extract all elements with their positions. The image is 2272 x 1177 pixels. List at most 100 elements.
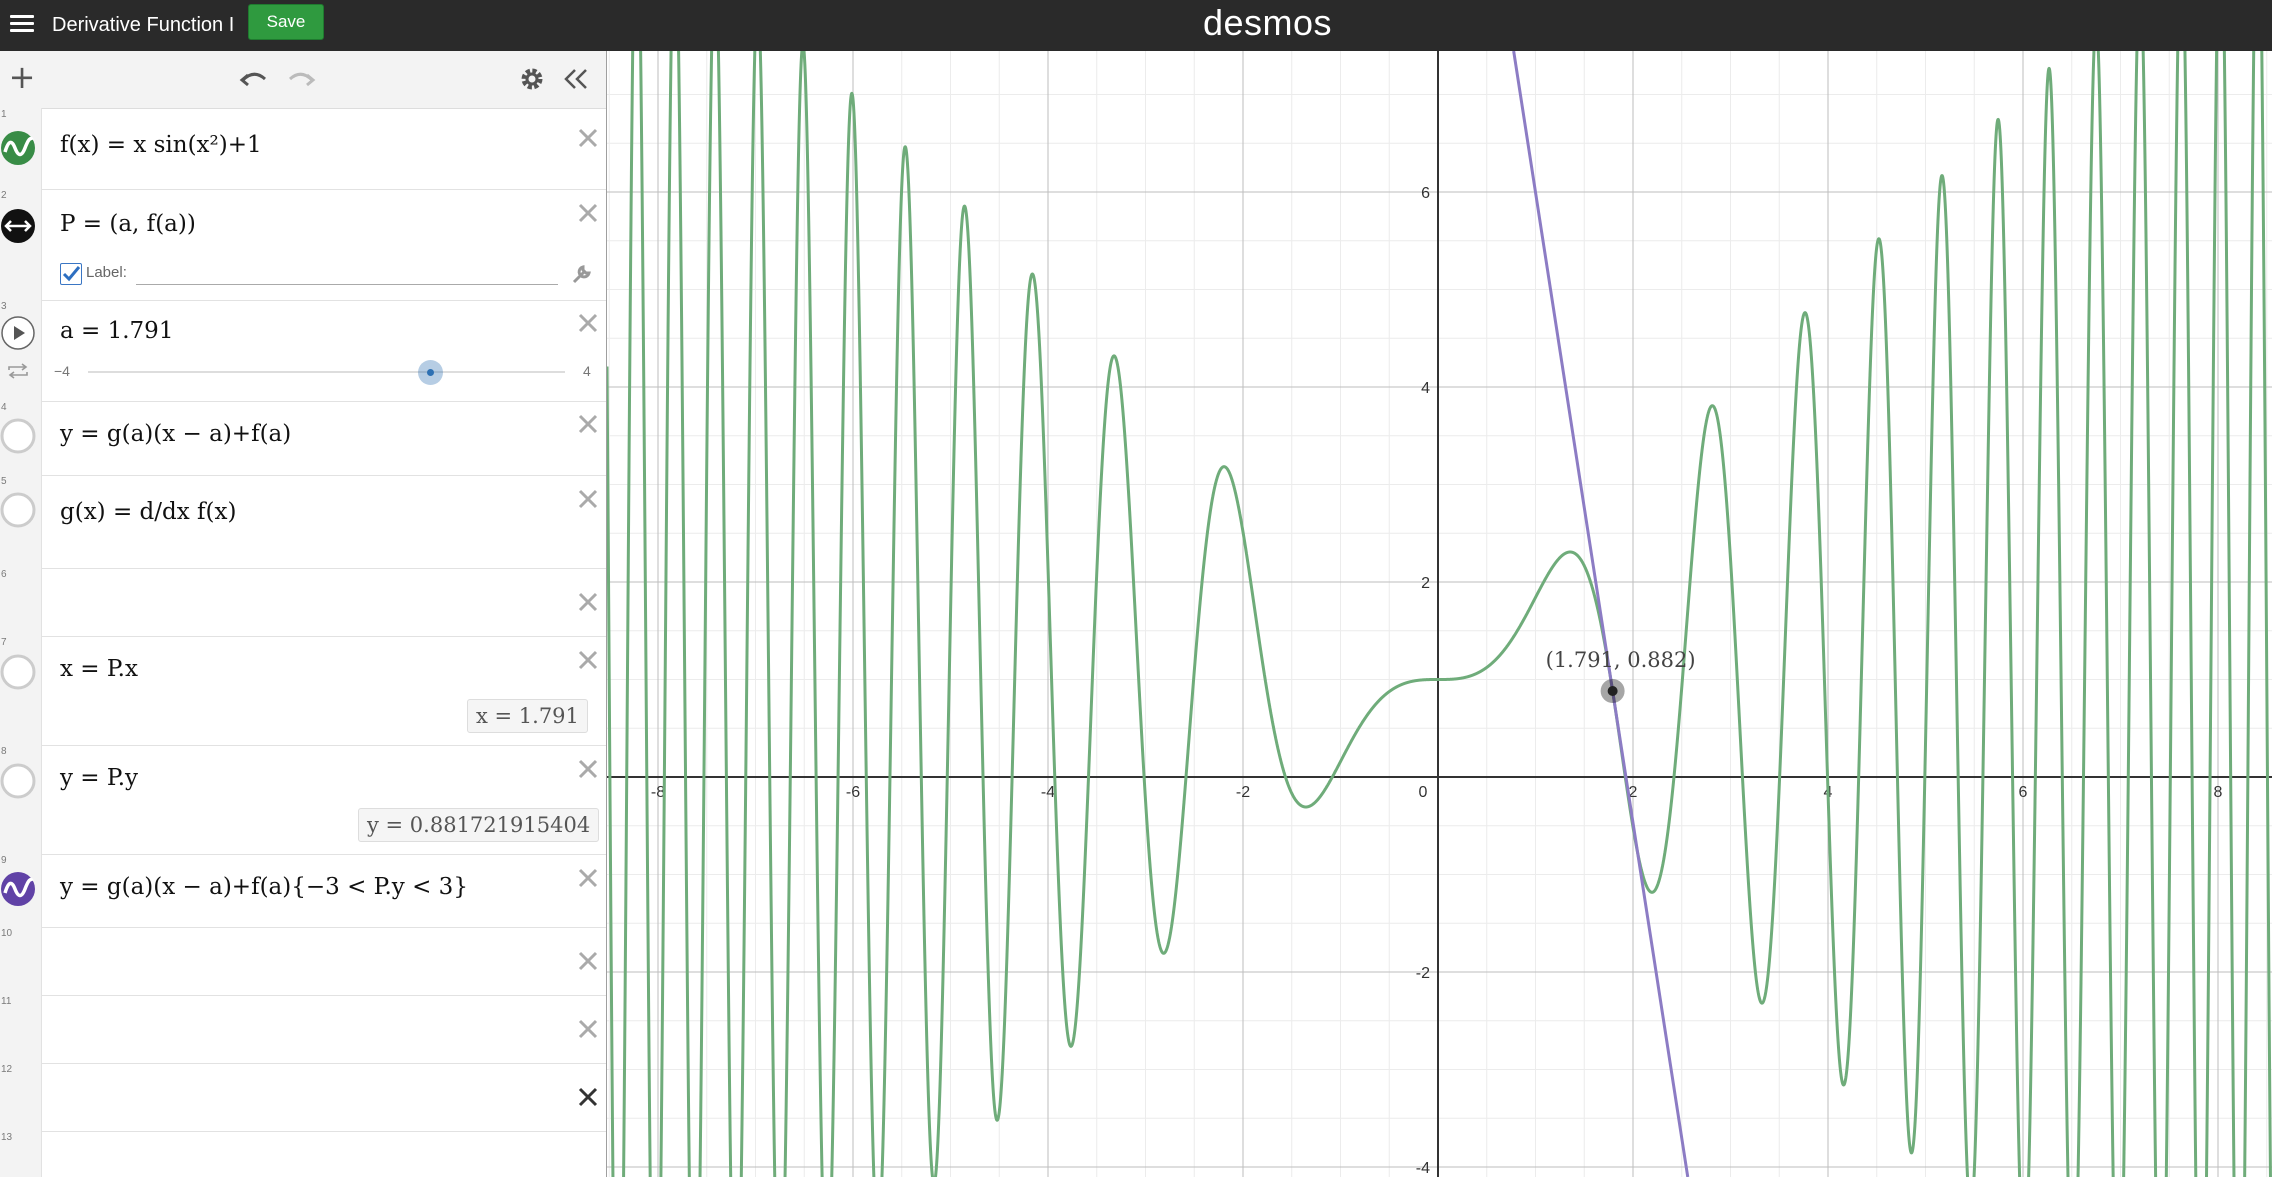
- expression-math[interactable]: y = P.y: [60, 765, 139, 791]
- play-icon[interactable]: [0, 315, 36, 351]
- slider-track[interactable]: [88, 371, 565, 373]
- expression-row[interactable]: 6: [0, 568, 606, 637]
- expression-row[interactable]: 3 a = 1.791 −4 4: [0, 300, 606, 402]
- evaluation-result: x = 1.791: [467, 699, 588, 733]
- expression-number: 13: [1, 1132, 13, 1143]
- x-tick-label: -4: [1041, 784, 1055, 801]
- expression-number: 6: [1, 569, 7, 580]
- expression-math[interactable]: y = g(a)(x − a)+f(a): [60, 421, 292, 447]
- expression-row[interactable]: 11: [0, 995, 606, 1064]
- expression-math[interactable]: a = 1.791: [60, 318, 174, 344]
- expression-toolbar: +: [0, 51, 606, 109]
- expression-row[interactable]: 9 y = g(a)(x − a)+f(a){−3 < P.y < 3}: [0, 854, 606, 928]
- hidden-graph-icon[interactable]: [0, 654, 36, 690]
- wrench-icon[interactable]: [570, 262, 594, 286]
- add-expression-icon[interactable]: +: [8, 58, 36, 96]
- y-tick-label: -4: [1416, 1160, 1430, 1177]
- expression-row[interactable]: 2 P = (a, f(a)) Label:: [0, 189, 606, 301]
- expression-gutter: 1: [0, 108, 42, 189]
- delete-expression-icon[interactable]: [574, 485, 602, 513]
- delete-expression-icon[interactable]: [574, 864, 602, 892]
- label-text: Label:: [86, 264, 127, 281]
- expression-math[interactable]: g(x) = d/dx f(x): [60, 499, 237, 525]
- expression-row[interactable]: 13: [0, 1131, 606, 1177]
- label-checkbox[interactable]: [60, 263, 82, 285]
- y-tick-label: 2: [1421, 575, 1430, 592]
- expression-row[interactable]: 10: [0, 927, 606, 996]
- expression-math[interactable]: y = g(a)(x − a)+f(a){−3 < P.y < 3}: [60, 874, 468, 900]
- desmos-logo: desmos: [1203, 2, 1333, 43]
- expression-row[interactable]: 1 f(x) = x sin(x²)+1: [0, 108, 606, 190]
- redo-icon[interactable]: [285, 63, 317, 95]
- hamburger-menu-icon[interactable]: [10, 12, 34, 36]
- slider-max-label[interactable]: 4: [583, 363, 591, 379]
- label-input[interactable]: [136, 284, 558, 285]
- collapse-panel-icon[interactable]: [561, 63, 593, 95]
- delete-expression-icon[interactable]: [574, 646, 602, 674]
- delete-expression-icon[interactable]: [574, 124, 602, 152]
- y-tick-label: 4: [1421, 380, 1430, 397]
- slider-min-label[interactable]: −4: [54, 363, 70, 379]
- y-tick-label: -2: [1416, 965, 1430, 982]
- x-tick-label: 2: [1629, 784, 1638, 801]
- delete-expression-icon[interactable]: [574, 410, 602, 438]
- expression-row[interactable]: 12: [0, 1063, 606, 1132]
- expression-math[interactable]: f(x) = x sin(x²)+1: [60, 132, 262, 158]
- tangent-line[interactable]: [1512, 51, 1690, 1177]
- point-p-label: (1.791, 0.882): [1546, 648, 1696, 672]
- y-tick-label: 6: [1421, 185, 1430, 202]
- delete-expression-icon[interactable]: [574, 309, 602, 337]
- settings-gear-icon[interactable]: [516, 63, 548, 95]
- hidden-graph-icon[interactable]: [0, 418, 36, 454]
- expression-number: 8: [1, 746, 7, 757]
- expression-number: 9: [1, 855, 7, 866]
- x-tick-label: -6: [846, 784, 860, 801]
- expression-gutter: 3: [0, 300, 42, 401]
- expression-gutter: 6: [0, 568, 42, 636]
- evaluation-result: y = 0.881721915404: [358, 808, 600, 842]
- expression-row[interactable]: 4 y = g(a)(x − a)+f(a): [0, 401, 606, 476]
- hidden-graph-icon[interactable]: [0, 492, 36, 528]
- delete-expression-icon[interactable]: [574, 947, 602, 975]
- expression-row[interactable]: 5 g(x) = d/dx f(x): [0, 475, 606, 569]
- expression-number: 7: [1, 637, 7, 648]
- point-p[interactable]: [1607, 686, 1618, 697]
- expression-gutter: 11: [0, 995, 42, 1063]
- expression-number: 12: [1, 1064, 13, 1075]
- delete-expression-icon[interactable]: [574, 1015, 602, 1043]
- delete-expression-icon[interactable]: [574, 1083, 602, 1111]
- expression-gutter: 7: [0, 636, 42, 745]
- expression-number: 10: [1, 928, 13, 939]
- expression-gutter: 10: [0, 927, 42, 995]
- expression-number: 1: [1, 109, 7, 120]
- expression-number: 3: [1, 301, 7, 312]
- graph-color-icon[interactable]: [0, 871, 36, 907]
- function-curve[interactable]: [607, 51, 2272, 1177]
- x-tick-label: -8: [651, 784, 665, 801]
- delete-expression-icon[interactable]: [574, 755, 602, 783]
- expression-row[interactable]: 7 x = P.x x = 1.791: [0, 636, 606, 746]
- axes: [607, 51, 2272, 1177]
- delete-expression-icon[interactable]: [574, 199, 602, 227]
- expression-math[interactable]: x = P.x: [60, 656, 138, 682]
- graph-color-icon[interactable]: [0, 130, 36, 166]
- delete-expression-icon[interactable]: [574, 588, 602, 616]
- slider-handle[interactable]: [418, 360, 443, 385]
- save-button[interactable]: Save: [248, 4, 324, 40]
- expression-number: 4: [1, 402, 7, 413]
- expression-math[interactable]: P = (a, f(a)): [60, 211, 196, 237]
- hidden-graph-icon[interactable]: [0, 763, 36, 799]
- loop-icon[interactable]: [6, 362, 30, 380]
- expression-number: 2: [1, 190, 7, 201]
- graph-title[interactable]: Derivative Function I: [52, 14, 235, 36]
- expression-gutter: 2: [0, 189, 42, 300]
- drag-point-icon[interactable]: [0, 208, 36, 244]
- expression-gutter: 9: [0, 854, 42, 927]
- expression-number: 5: [1, 476, 7, 487]
- expression-number: 11: [1, 996, 12, 1007]
- expression-row[interactable]: 8 y = P.y y = 0.881721915404: [0, 745, 606, 855]
- expression-gutter: 4: [0, 401, 42, 475]
- undo-icon[interactable]: [238, 63, 270, 95]
